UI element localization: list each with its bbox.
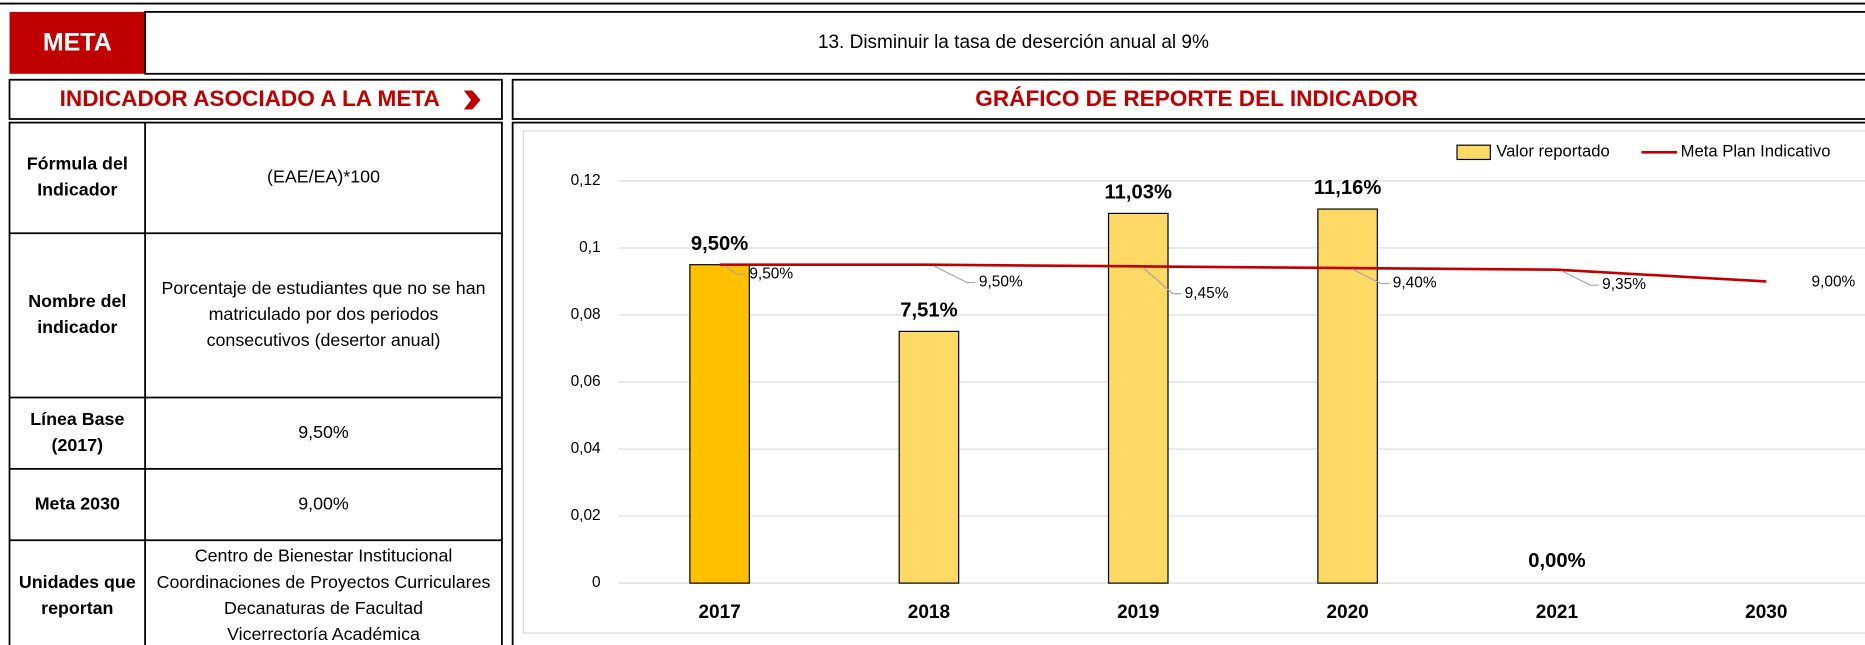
row-label: Meta 2030 (35, 493, 120, 513)
meta-text: 13. Disminuir la tasa de deserción anual… (818, 32, 1209, 53)
row-value: Vicerrectoría Académica (227, 624, 420, 644)
y-tick-label: 0,02 (571, 507, 601, 524)
line-series (719, 263, 1767, 283)
bar (689, 264, 750, 584)
leader-line (1352, 268, 1390, 285)
row-value: consecutivos (desertor anual) (207, 330, 441, 350)
leader-line (724, 265, 746, 275)
y-tick-label: 0,1 (579, 239, 600, 256)
bar-value-label: 0,00% (1528, 550, 1585, 572)
row-label: Indicador (37, 180, 117, 200)
bar-value-label: 11,16% (1314, 177, 1381, 199)
leader-line (933, 265, 976, 284)
x-tick-label: 2019 (1117, 602, 1159, 623)
line-value-label: 9,50% (979, 274, 1023, 291)
y-tick-label: 0 (592, 574, 601, 591)
x-tick-label: 2030 (1745, 602, 1787, 623)
bar-value-label: 11,03% (1105, 182, 1172, 204)
indicator-header (8, 78, 503, 120)
x-tick-label: 2018 (908, 602, 950, 623)
chart-header (511, 78, 1865, 120)
row-label: Fórmula del (27, 154, 128, 174)
row-label: indicador (37, 317, 117, 337)
row-label: reportan (41, 598, 113, 618)
row-value: Coordinaciones de Proyectos Curriculares (157, 572, 491, 592)
arrow-icon (463, 90, 481, 110)
meta-text-box (144, 11, 1865, 75)
leader-line (1142, 267, 1182, 295)
bar (898, 330, 960, 584)
row-value: 9,00% (298, 493, 349, 513)
x-tick-label: 2017 (698, 602, 740, 623)
meta-box (9, 11, 146, 74)
bar-value-label: 9,50% (691, 233, 748, 255)
x-tick-label: 2020 (1326, 602, 1368, 623)
row-label: Nombre del (28, 291, 126, 311)
row-value: Porcentaje de estudiantes que no se han (162, 278, 486, 298)
row-label: Línea Base (30, 409, 124, 429)
legend-swatch (1456, 144, 1491, 161)
y-tick-label: 0,08 (571, 306, 601, 323)
bar (1107, 212, 1169, 584)
row-value: Centro de Bienestar Institucional (195, 546, 453, 566)
legend-label: Valor reportado (1496, 142, 1609, 161)
chart-panel-title: GRÁFICO DE REPORTE DEL INDICADOR (975, 86, 1418, 111)
y-tick-label: 0,04 (571, 440, 601, 457)
line-value-label: 9,45% (1185, 285, 1229, 302)
bar (1317, 208, 1378, 584)
meta-label: META (43, 29, 112, 57)
row-value: matriculado por dos periodos (209, 304, 439, 324)
row-value: 9,50% (298, 422, 349, 442)
indicator-table (8, 121, 503, 645)
line-value-label: 9,40% (1393, 275, 1437, 292)
line-value-label: 9,50% (749, 265, 793, 282)
indicator-title: INDICADOR ASOCIADO A LA META (60, 86, 440, 111)
y-tick-label: 0,12 (571, 172, 601, 189)
legend-label: Meta Plan Indicativo (1681, 142, 1831, 161)
row-value: (EAE/EA)*100 (267, 167, 380, 187)
line-value-label: 9,00% (1811, 274, 1855, 291)
line-value-label: 9,35% (1602, 276, 1646, 293)
row-label: (2017) (52, 435, 104, 455)
row-label: Unidades que (19, 572, 136, 592)
bar-value-label: 7,51% (900, 299, 957, 321)
row-value: Decanaturas de Facultad (224, 598, 423, 618)
y-tick-label: 0,06 (571, 373, 601, 390)
leader-line (1561, 270, 1599, 286)
x-tick-label: 2021 (1536, 602, 1579, 623)
